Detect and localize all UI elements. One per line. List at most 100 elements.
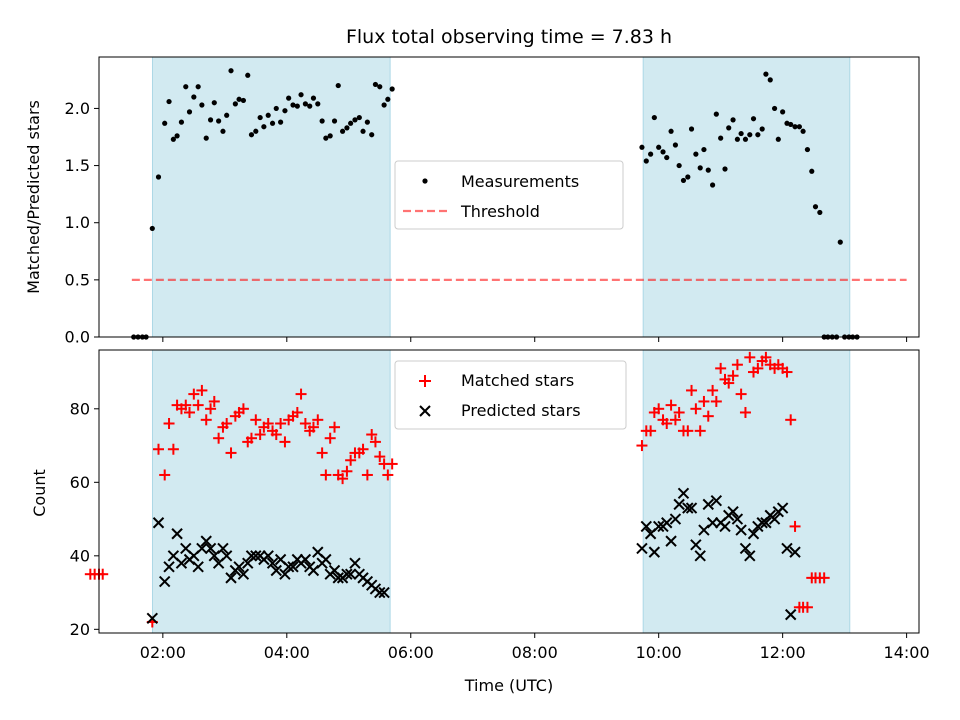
x-stroke-b bbox=[747, 528, 760, 540]
measurement-point bbox=[253, 128, 259, 134]
measurement-point bbox=[282, 108, 288, 114]
matched-star-marker bbox=[208, 395, 220, 407]
predicted-star-marker bbox=[171, 528, 183, 540]
matched-star-marker bbox=[270, 429, 282, 441]
x-tick-label: 14:00 bbox=[884, 643, 930, 662]
measurement-point bbox=[701, 146, 707, 153]
matched-star-marker bbox=[159, 469, 171, 481]
top-axes-frame bbox=[98, 56, 920, 338]
chart-title: Flux total observing time = 7.83 h bbox=[346, 26, 672, 48]
measurement-point bbox=[195, 84, 201, 90]
measurement-point bbox=[170, 136, 176, 142]
measurement-point bbox=[290, 102, 296, 108]
matched-star-marker bbox=[153, 443, 165, 455]
bottom-panel: 20 40 60 80 02:00 04:00 06:00 08:00 10:00 12:00 1… bbox=[30, 349, 930, 695]
legend-measurement-symbol bbox=[422, 178, 428, 184]
matched-star-marker bbox=[781, 366, 793, 378]
matched-star-marker bbox=[702, 410, 714, 422]
matched-star-marker bbox=[192, 399, 204, 411]
y-tick-label: 40 bbox=[70, 546, 90, 565]
measurement-point bbox=[796, 124, 802, 130]
matched-star-marker bbox=[694, 425, 706, 437]
measurement-point bbox=[809, 168, 815, 174]
matched-star-marker bbox=[291, 406, 303, 418]
measurement-point bbox=[771, 105, 778, 112]
measurement-point bbox=[323, 135, 329, 141]
predicted-star-marker bbox=[690, 539, 702, 551]
measurement-point bbox=[755, 132, 761, 138]
x-stroke-b bbox=[328, 564, 341, 577]
legend-measurement-label: Measurements bbox=[461, 172, 579, 191]
predicted-star-marker bbox=[287, 561, 299, 573]
x-stroke-b bbox=[744, 550, 756, 562]
x-stroke-b bbox=[781, 542, 793, 555]
x-stroke-b bbox=[196, 542, 208, 555]
matched-star-marker bbox=[661, 418, 673, 430]
measurement-point bbox=[676, 162, 682, 169]
predicted-star-marker bbox=[739, 542, 752, 555]
predicted-star-marker bbox=[196, 542, 208, 555]
matched-star-marker bbox=[801, 601, 813, 613]
predicted-star-marker bbox=[192, 561, 204, 573]
matched-star-marker bbox=[225, 447, 237, 459]
x-stroke-b bbox=[299, 553, 312, 566]
measurement-point bbox=[319, 118, 325, 124]
predicted-star-marker bbox=[677, 487, 690, 500]
measurement-point bbox=[812, 204, 819, 210]
x-stroke-b bbox=[776, 502, 789, 514]
measurement-point bbox=[265, 112, 271, 118]
measurement-point bbox=[713, 111, 719, 117]
measurement-point bbox=[149, 225, 155, 232]
y-tick-label: 20 bbox=[70, 620, 90, 639]
matched-star-marker bbox=[312, 414, 324, 426]
x-stroke-b bbox=[171, 528, 183, 540]
x-stroke-b bbox=[344, 568, 357, 580]
measurement-point bbox=[730, 117, 736, 123]
predicted-star-marker bbox=[299, 553, 312, 566]
matched-star-marker bbox=[785, 414, 797, 426]
x-stroke-b bbox=[245, 550, 258, 562]
matched-star-marker bbox=[760, 351, 772, 363]
measurement-point bbox=[335, 82, 341, 89]
predicted-star-marker bbox=[719, 520, 731, 533]
predicted-star-marker bbox=[710, 494, 723, 507]
y-tick-label: 0.0 bbox=[65, 328, 90, 347]
measurement-point bbox=[385, 96, 391, 102]
measurement-point bbox=[747, 132, 753, 138]
x-tick-label: 04:00 bbox=[264, 643, 310, 662]
matched-star-marker bbox=[295, 388, 307, 400]
matched-star-marker bbox=[727, 370, 739, 382]
legend-matched-symbol bbox=[419, 375, 431, 387]
matched-star-marker bbox=[366, 429, 378, 441]
measurement-point bbox=[236, 96, 242, 102]
x-tick-label: 08:00 bbox=[512, 643, 558, 662]
x-stroke-b bbox=[669, 513, 682, 525]
matched-star-marker bbox=[337, 473, 349, 485]
x-tick-label: 10:00 bbox=[636, 643, 682, 662]
predicted-star-marker bbox=[669, 513, 682, 525]
matched-star-marker bbox=[739, 406, 751, 418]
predicted-star-marker bbox=[760, 517, 772, 529]
matched-star-marker bbox=[213, 432, 225, 444]
matched-star-marker bbox=[645, 425, 657, 437]
y-tick-label: 1.0 bbox=[65, 213, 90, 232]
measurement-point bbox=[356, 114, 362, 121]
bottom-x-ticks: 02:00 04:00 06:00 08:00 10:00 12:00 14:00 bbox=[140, 633, 930, 662]
x-stroke-b bbox=[760, 517, 772, 529]
x-stroke-b bbox=[719, 520, 731, 533]
x-stroke-b bbox=[167, 550, 180, 562]
predicted-star-marker bbox=[640, 520, 652, 533]
x-stroke-b bbox=[374, 586, 386, 599]
measurement-point bbox=[656, 144, 662, 150]
predicted-star-marker bbox=[245, 550, 258, 562]
matched-star-marker bbox=[167, 443, 179, 455]
measurement-point bbox=[310, 95, 317, 101]
x-stroke-b bbox=[270, 564, 282, 577]
matched-star-marker bbox=[682, 425, 694, 437]
predicted-star-marker bbox=[225, 572, 237, 584]
matched-star-marker bbox=[715, 362, 727, 374]
predicted-star-marker bbox=[661, 517, 673, 529]
measurement-point bbox=[339, 128, 346, 134]
measurement-point bbox=[178, 119, 185, 125]
measurement-point bbox=[734, 136, 740, 142]
